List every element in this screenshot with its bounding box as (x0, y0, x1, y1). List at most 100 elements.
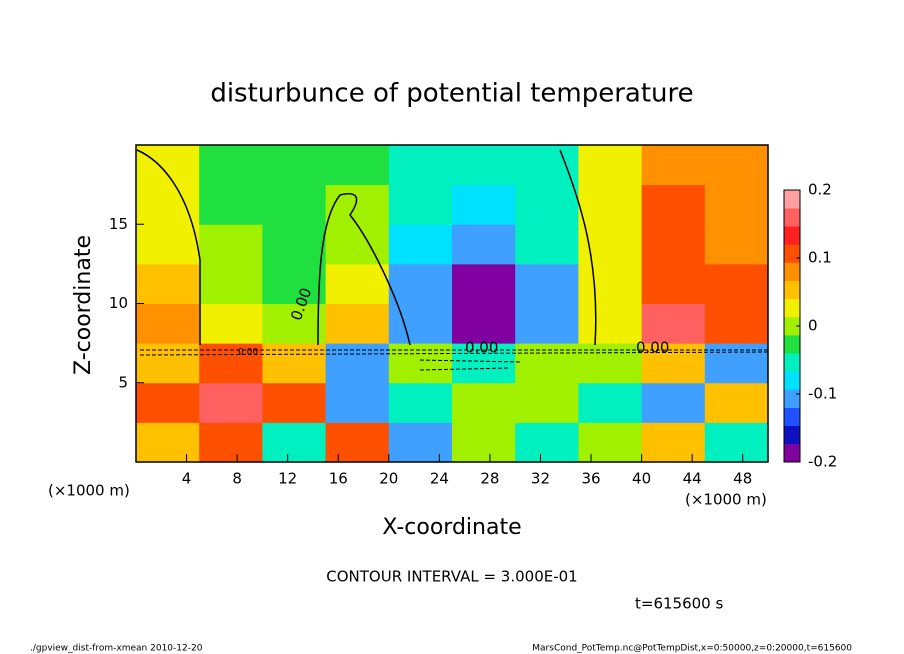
heatmap-cell (199, 184, 263, 225)
heatmap-cell (515, 422, 579, 463)
heatmap-cell (578, 343, 643, 384)
heatmap-cell (262, 343, 327, 384)
heatmap-cell (199, 303, 263, 344)
heatmap-cell (578, 224, 643, 265)
y-tick-label: 10 (109, 294, 128, 312)
heatmap-cell (325, 343, 390, 384)
heatmap-cell (136, 303, 200, 344)
heatmap-cell (452, 224, 516, 265)
colorbar-swatch (784, 298, 800, 318)
heatmap-cell (199, 224, 263, 265)
y-tick-label: 15 (109, 215, 128, 233)
y-unit: (×1000 m) (48, 482, 130, 500)
x-tick-label: 40 (632, 470, 651, 488)
heatmap-cell (578, 422, 643, 463)
heatmap-cell (515, 224, 579, 265)
heatmap-cell (388, 184, 453, 225)
heatmap-cell (262, 303, 327, 344)
heatmap-cell (515, 145, 579, 186)
heatmap-cell (704, 422, 769, 463)
colorbar-swatch (784, 371, 800, 390)
heatmap-cell (515, 263, 579, 304)
heatmap-cell (388, 145, 453, 186)
chart-title: disturbunce of potential temperature (210, 79, 693, 109)
heatmap-cell (136, 184, 200, 225)
heatmap-cell (388, 303, 453, 344)
contour-line (136, 149, 597, 346)
contour-label: 0.00 (465, 339, 498, 357)
colorbar-swatch (784, 262, 800, 281)
heatmap-cell (199, 382, 263, 423)
heatmap-cell (452, 382, 516, 423)
contour-label: 0.00 (238, 348, 258, 358)
footer-right: MarsCond_PotTemp.nc@PotTempDist,x=0:5000… (532, 644, 852, 654)
heatmap-cell (578, 382, 643, 423)
heatmap-cell (262, 184, 327, 225)
heatmap-cell (199, 263, 263, 304)
x-tick-label: 8 (232, 470, 242, 488)
heatmap-cell (136, 422, 200, 463)
heatmap-cell (452, 303, 516, 344)
heatmap-cell (578, 145, 643, 186)
heatmap-cell (325, 184, 390, 225)
footer-left: ./gpview_dist-from-xmean 2010-12-20 (30, 644, 203, 654)
contour-label: 0.00 (636, 339, 669, 357)
x-tick-label: 48 (733, 470, 752, 488)
heatmap-cell (578, 184, 643, 225)
heatmap-cell (136, 224, 200, 265)
heatmap-cell (515, 303, 579, 344)
contour-interval: CONTOUR INTERVAL = 3.000E-01 (326, 568, 577, 586)
heatmap-cell (578, 303, 643, 344)
heatmap-cell (325, 303, 390, 344)
colorbar-swatch (784, 316, 800, 336)
colorbar-tick-label: 0.2 (808, 181, 832, 199)
x-tick-label: 24 (430, 470, 449, 488)
heatmap-cell (262, 224, 327, 265)
x-tick-label: 28 (480, 470, 499, 488)
contour-line (139, 349, 769, 371)
heatmap-cell (262, 145, 327, 186)
heatmap-cell (515, 382, 579, 423)
heatmap-cell (136, 382, 200, 423)
heatmap-cell (388, 263, 453, 304)
x-tick-label: 12 (278, 470, 297, 488)
x-tick-label: 20 (379, 470, 398, 488)
heatmap-cell (325, 224, 390, 265)
time-label: t=615600 s (635, 595, 723, 613)
x-tick-label: 32 (531, 470, 550, 488)
heatmap-cell (704, 263, 769, 304)
colorbar-swatch (784, 389, 800, 408)
heatmap-cell (641, 224, 706, 265)
heatmap-cell (704, 303, 769, 344)
colorbar-swatch (784, 190, 800, 209)
heatmap-cell (641, 303, 706, 344)
heatmap-cell (452, 263, 516, 304)
heatmap-cell (641, 184, 706, 225)
colorbar-swatch (784, 353, 800, 372)
y-axis-label: Z-coordinate (71, 235, 96, 375)
heatmap-cell (704, 382, 769, 423)
x-unit: (×1000 m) (685, 491, 767, 509)
colorbar-swatch (784, 407, 800, 427)
colorbar-swatch (784, 443, 800, 463)
heatmap-cell (704, 184, 769, 225)
x-axis-label: X-coordinate (382, 515, 521, 540)
heatmap-cell (452, 184, 516, 225)
heatmap-cell (199, 145, 263, 186)
colorbar-swatch (784, 425, 800, 445)
heatmap-cell (262, 422, 327, 463)
heatmap-cell (136, 263, 200, 304)
colorbar-swatch (784, 280, 800, 300)
heatmap-cell (262, 382, 327, 423)
colorbar-tick-label: 0 (808, 317, 818, 335)
heatmap-cell (515, 184, 579, 225)
colorbar-swatch (784, 208, 800, 227)
x-tick-label: 44 (683, 470, 702, 488)
heatmap-cell (199, 422, 263, 463)
x-tick-label: 4 (182, 470, 192, 488)
colorbar-tick-label: 0.1 (808, 249, 832, 267)
heatmap-cell (388, 224, 453, 265)
heatmap-cell (452, 422, 516, 463)
heatmap (136, 145, 769, 463)
